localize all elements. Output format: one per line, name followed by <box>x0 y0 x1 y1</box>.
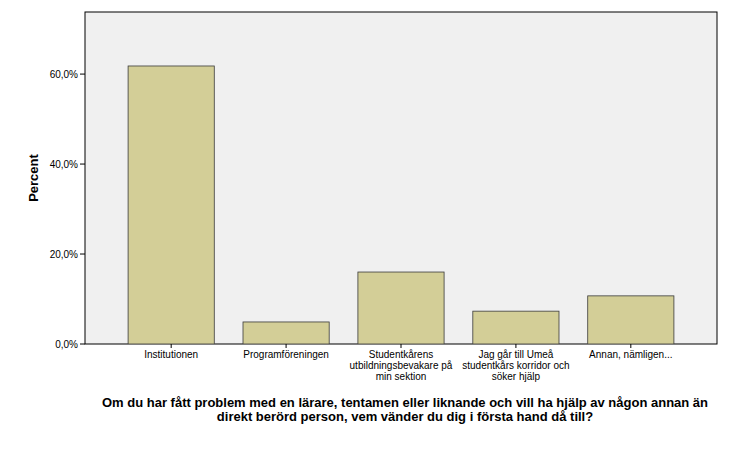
category-label: Annan, nämligen... <box>573 349 689 360</box>
y-axis-title: Percent <box>26 153 41 201</box>
x-tick <box>401 344 402 348</box>
bar <box>473 311 559 344</box>
bar <box>358 272 444 344</box>
y-tick <box>80 254 85 255</box>
x-tick <box>286 344 287 348</box>
bar <box>128 66 214 344</box>
category-label: Studentkårens utbildningsbevakare på min… <box>343 349 459 382</box>
y-tick-label: 60,0% <box>50 69 78 80</box>
page: {"chart_data": {"type": "bar", "x_label"… <box>0 0 735 457</box>
bar <box>588 296 674 344</box>
x-tick <box>630 344 631 348</box>
y-tick-label: 20,0% <box>50 249 78 260</box>
y-tick <box>80 344 85 345</box>
y-tick-label: 0,0% <box>55 339 78 350</box>
category-label: Institutionen <box>113 349 229 360</box>
y-tick <box>80 74 85 75</box>
x-axis-title: Om du har fått problem med en lärare, te… <box>85 396 725 424</box>
category-label: Programföreningen <box>228 349 344 360</box>
y-tick-label: 40,0% <box>50 159 78 170</box>
x-tick <box>515 344 516 348</box>
y-tick <box>80 164 85 165</box>
bar <box>243 322 329 344</box>
plot-area <box>85 12 717 344</box>
chart: 0,0% 20,0% 40,0% 60,0% Percent <box>0 0 735 457</box>
bars <box>128 66 674 344</box>
x-tick <box>171 344 172 348</box>
category-label: Jag går till Umeå studentkårs korridor o… <box>458 349 574 382</box>
